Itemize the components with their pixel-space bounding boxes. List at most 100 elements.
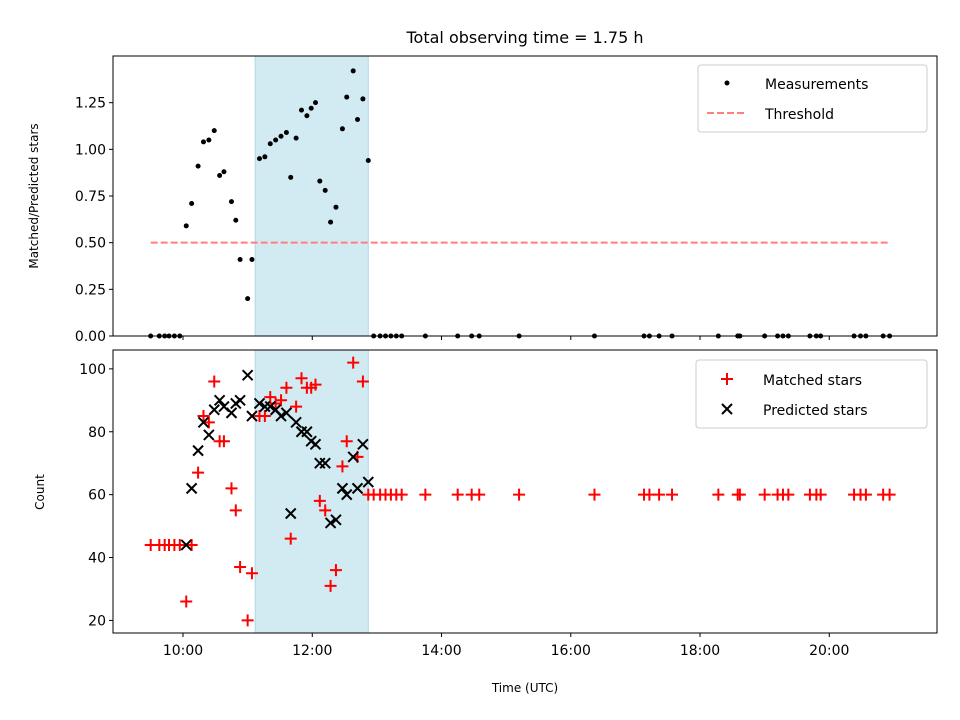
matched-star-point	[217, 435, 230, 448]
measurement-point	[308, 105, 314, 111]
measurement-point	[365, 158, 371, 164]
measurement-point	[293, 135, 299, 141]
measurement-point	[288, 174, 294, 180]
predicted-star-point	[290, 416, 302, 429]
top-legend: Measurements Threshold	[697, 64, 928, 133]
matched-star-point	[180, 595, 193, 608]
matched-star-point	[588, 488, 601, 501]
matched-star-point	[234, 560, 247, 573]
top-y-axis: 0.00 0.25 0.50 0.75 1.00 1.25	[75, 96, 113, 345]
bottom-legend-box	[695, 359, 928, 429]
matched-star-point	[284, 532, 297, 545]
predicted-star-point	[225, 407, 238, 419]
measurements-legend-marker	[724, 80, 730, 86]
measurement-point	[312, 100, 318, 106]
top-y-tick-label: 0.50	[75, 236, 106, 252]
matched-star-point	[336, 460, 349, 473]
bottom-y-tick-label: 80	[88, 425, 106, 441]
x-axis-label: Time (UTC)	[491, 681, 558, 695]
matched-star-point	[264, 391, 277, 404]
measurement-point	[360, 96, 366, 102]
measurement-point	[267, 141, 273, 147]
matched-star-point	[356, 375, 369, 388]
predicted-star-point	[241, 369, 254, 381]
bottom-y-axis: 20 40 60 80 100	[79, 362, 113, 629]
matched-star-point	[758, 488, 771, 501]
predicted-star-point	[192, 444, 204, 457]
matched-star-point	[245, 567, 258, 580]
bottom-y-tick-label: 40	[88, 551, 106, 567]
predicted-star-point	[347, 451, 359, 463]
predicted-star-point	[197, 416, 210, 429]
matched-star-point	[319, 504, 332, 517]
matched-star-point	[419, 488, 432, 501]
top-x-axis	[182, 336, 830, 340]
predicted-star-point	[357, 438, 369, 451]
x-tick-label: 10:00	[163, 643, 203, 659]
measurements-legend-label: Measurements	[765, 77, 868, 93]
predicted-star-point	[234, 394, 246, 407]
matched-star-point	[313, 494, 326, 507]
top-y-tick-label: 1.25	[75, 96, 106, 112]
matched-star-point	[192, 466, 205, 479]
measurement-point	[183, 223, 189, 229]
matched-star-point	[733, 488, 746, 501]
measurement-point	[328, 219, 334, 225]
matched-star-point	[329, 564, 342, 577]
matched-star-point	[173, 538, 186, 551]
matched-star-point	[275, 394, 288, 407]
measurement-point	[228, 199, 234, 205]
predicted-star-point	[185, 482, 198, 495]
matched-star-point	[280, 381, 293, 394]
matched-star-point	[883, 488, 896, 501]
predicted-star-point	[180, 539, 192, 551]
predicted-star-point	[246, 410, 258, 422]
matched-star-point	[473, 488, 486, 501]
matched-stars-legend-label: Matched stars	[763, 373, 862, 389]
chart-title: Total observing time = 1.75 h	[405, 28, 643, 47]
measurement-point	[200, 139, 206, 145]
predicted-stars-legend-marker	[721, 403, 733, 415]
predicted-star-point	[351, 482, 364, 495]
top-y-tick-label: 1.00	[75, 142, 106, 158]
bottom-y-axis-label: Count	[33, 474, 47, 510]
measurement-point	[350, 68, 356, 74]
matched-star-point	[309, 378, 322, 391]
threshold-legend-label: Threshold	[764, 107, 834, 123]
measurement-point	[262, 154, 268, 160]
matched-star-point	[324, 579, 337, 592]
matched-star-point	[859, 488, 872, 501]
predicted-star-point	[324, 517, 337, 529]
predicted-star-point	[203, 429, 215, 441]
matched-star-point	[295, 372, 308, 385]
top-y-tick-label: 0.25	[75, 282, 106, 298]
measurement-point	[355, 116, 361, 122]
bottom-legend: Matched stars Predicted stars	[695, 359, 928, 429]
matched-star-point	[513, 488, 526, 501]
measurement-point	[189, 200, 195, 206]
predicted-star-point	[319, 457, 331, 469]
top-shaded-band	[254, 55, 369, 337]
matched-stars-legend-marker	[721, 373, 733, 385]
measurement-point	[237, 256, 243, 262]
predicted-star-point	[336, 482, 349, 495]
predicted-star-point	[264, 400, 276, 413]
bottom-y-tick-label: 20	[88, 613, 106, 629]
measurement-point	[217, 172, 223, 178]
top-legend-box	[697, 64, 928, 133]
predicted-star-point	[280, 407, 293, 419]
bottom-y-tick-label: 100	[79, 362, 106, 378]
matched-star-point	[208, 375, 221, 388]
top-axes-frame	[112, 55, 938, 337]
predicted-star-point	[208, 404, 220, 416]
top-observing-window	[254, 55, 369, 337]
measurement-point	[256, 156, 262, 162]
measurement-point	[221, 169, 227, 175]
bottom-y-tick-label: 60	[88, 488, 106, 504]
matched-star-point	[340, 435, 353, 448]
measurement-point	[206, 137, 212, 143]
measurement-point	[304, 113, 310, 119]
predicted-star-point	[309, 438, 322, 451]
x-tick-label: 18:00	[680, 643, 720, 659]
measurement-point	[339, 126, 345, 132]
